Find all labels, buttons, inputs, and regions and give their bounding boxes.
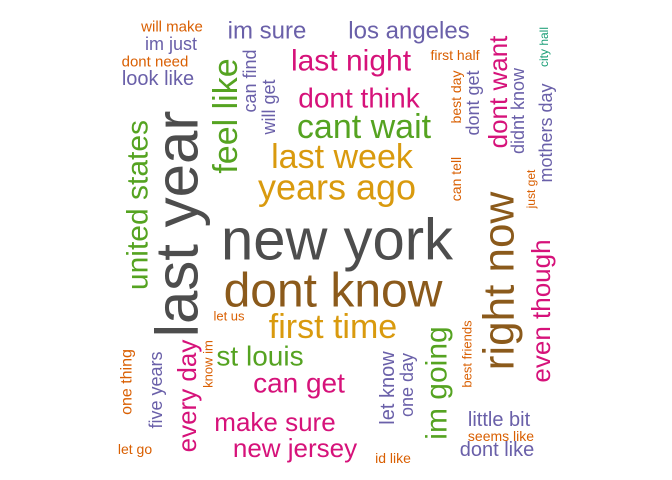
word-let-us: let us	[213, 309, 245, 324]
word-dont-know: dont know	[224, 265, 443, 318]
word-five-years: five years	[146, 351, 166, 428]
word-los-angeles: los angeles	[348, 18, 469, 45]
word-mothers-day: mothers day	[536, 83, 556, 182]
word-im-just: im just	[145, 34, 197, 54]
word-new-york: new york	[221, 208, 454, 273]
word-city-hall: city hall	[537, 27, 551, 67]
word-one-thing: one thing	[119, 349, 136, 415]
word-last-night: last night	[291, 45, 412, 78]
word-little-bit: little bit	[468, 409, 531, 431]
word-can-tell: can tell	[448, 157, 464, 201]
word-even-though: even though	[526, 239, 556, 382]
word-will-make: will make	[140, 19, 203, 36]
word-first-half: first half	[430, 47, 479, 63]
word-years-ago: years ago	[258, 167, 416, 208]
word-cant-wait: cant wait	[297, 108, 432, 146]
word-id-like: id like	[375, 450, 411, 466]
word-will-get: will get	[259, 79, 279, 135]
word-first-time: first time	[269, 308, 397, 346]
word-best-friends: best friends	[460, 320, 475, 388]
word-dont-want: dont want	[483, 35, 513, 149]
word-one-day: one day	[397, 353, 417, 417]
word-new-jersey: new jersey	[233, 433, 357, 463]
word-dont-like: dont like	[460, 439, 535, 461]
word-united-states: united states	[122, 120, 155, 290]
word-best-day: best day	[448, 71, 464, 124]
word-st-louis: st louis	[216, 341, 303, 372]
word-know-im: know im	[201, 340, 216, 388]
word-make-sure: make sure	[214, 407, 335, 437]
word-last-week: last week	[271, 138, 414, 176]
word-dont-get: dont get	[463, 70, 483, 135]
word-dont-need: dont need	[122, 54, 189, 71]
word-feel-like: feel like	[207, 58, 245, 173]
word-just-get: just get	[524, 169, 538, 209]
word-let-go: let go	[118, 441, 152, 457]
word-right-now: right now	[475, 192, 524, 371]
word-look-like: look like	[122, 68, 194, 90]
word-can-find: can find	[240, 49, 260, 112]
word-dont-think: dont think	[298, 83, 420, 114]
word-let-know: let know	[377, 351, 399, 425]
word-didnt-know: didnt know	[508, 67, 528, 154]
word-every-day: every day	[172, 340, 202, 453]
word-im-going: im going	[421, 326, 454, 439]
word-can-get: can get	[253, 368, 345, 399]
word-seems-like: seems like	[468, 428, 534, 444]
word-last-year: last year	[144, 111, 211, 338]
word-im-sure: im sure	[228, 18, 307, 45]
